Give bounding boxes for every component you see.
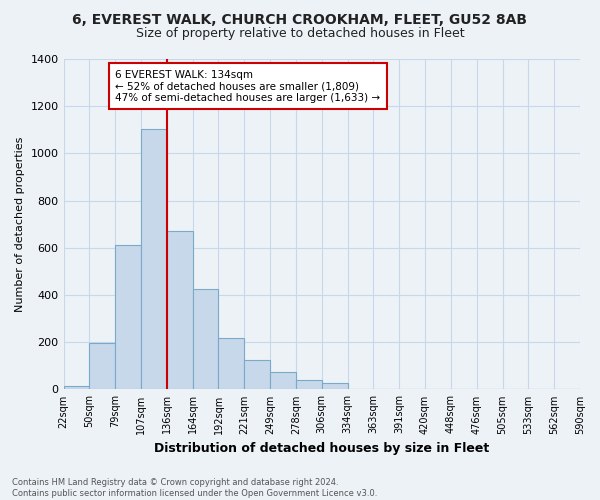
Bar xyxy=(322,383,347,390)
X-axis label: Distribution of detached houses by size in Fleet: Distribution of detached houses by size … xyxy=(154,442,490,455)
Bar xyxy=(270,372,296,390)
Bar xyxy=(141,128,167,390)
Bar xyxy=(218,338,244,390)
Bar xyxy=(244,360,270,390)
Text: Size of property relative to detached houses in Fleet: Size of property relative to detached ho… xyxy=(136,28,464,40)
Y-axis label: Number of detached properties: Number of detached properties xyxy=(15,136,25,312)
Text: 6 EVEREST WALK: 134sqm
← 52% of detached houses are smaller (1,809)
47% of semi-: 6 EVEREST WALK: 134sqm ← 52% of detached… xyxy=(115,70,380,103)
Text: 6, EVEREST WALK, CHURCH CROOKHAM, FLEET, GU52 8AB: 6, EVEREST WALK, CHURCH CROOKHAM, FLEET,… xyxy=(73,12,527,26)
Bar xyxy=(115,246,141,390)
Bar xyxy=(193,289,218,390)
Bar xyxy=(64,386,89,390)
Bar xyxy=(167,232,193,390)
Bar xyxy=(296,380,322,390)
Bar xyxy=(89,344,115,390)
Text: Contains HM Land Registry data © Crown copyright and database right 2024.
Contai: Contains HM Land Registry data © Crown c… xyxy=(12,478,377,498)
